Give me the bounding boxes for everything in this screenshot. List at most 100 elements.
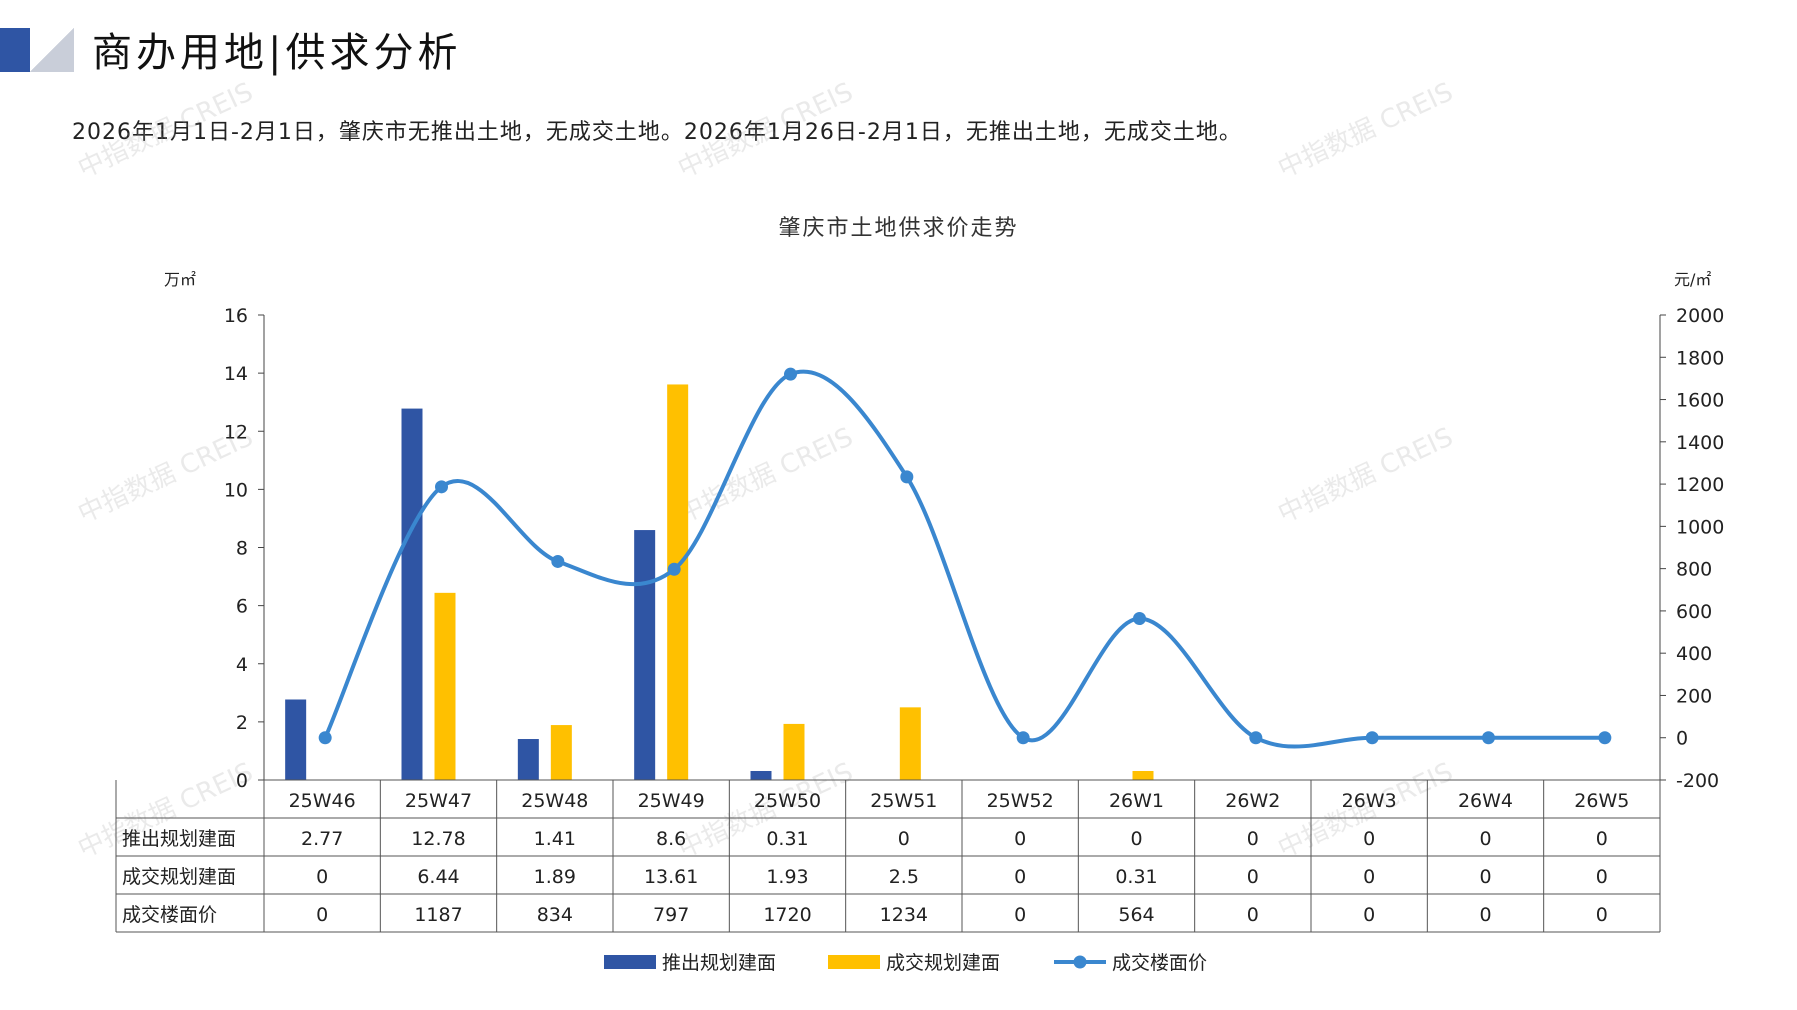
right-axis-tick-label: 1400 (1676, 432, 1724, 454)
price-line (323, 369, 1605, 749)
price-point (667, 562, 681, 576)
table-cell: 0 (1596, 828, 1608, 850)
table-cell: 834 (537, 904, 573, 926)
left-axis-tick-label: 2 (236, 712, 248, 734)
page-title: 商办用地|供求分析 (92, 30, 462, 76)
header-bar (0, 28, 1797, 72)
table-cell: 12.78 (411, 828, 465, 850)
x-category-label: 25W47 (405, 790, 472, 812)
right-axis-tick-label: 400 (1676, 643, 1712, 665)
supply-bar (750, 770, 772, 780)
header-accent-block (0, 28, 30, 72)
price-point (318, 731, 332, 745)
x-category-label: 26W2 (1225, 790, 1280, 812)
table-cell: 1.41 (534, 828, 576, 850)
right-axis-tick-label: 600 (1676, 601, 1712, 623)
table-cell: 2.5 (889, 866, 919, 888)
table-cell: 1720 (763, 904, 811, 926)
table-cell: 0 (1363, 866, 1375, 888)
table-cell: 0.31 (766, 828, 808, 850)
left-axis-tick-label: 8 (236, 538, 248, 560)
deal-bar (667, 384, 689, 780)
right-axis-tick-label: 0 (1676, 728, 1688, 750)
supply-bar (401, 408, 423, 780)
left-axis-tick-label: 14 (224, 363, 248, 385)
legend-price-label: 成交楼面价 (1112, 952, 1207, 974)
deal-bar (1132, 770, 1154, 780)
x-category-label: 25W50 (754, 790, 821, 812)
table-cell: 0 (1130, 828, 1142, 850)
left-axis-tick-label: 0 (236, 770, 248, 792)
chart-title: 肇庆市土地供求价走势 (778, 216, 1019, 241)
table-row-label: 成交楼面价 (122, 904, 217, 926)
table-cell: 0 (1014, 904, 1026, 926)
table-cell: 0 (316, 904, 328, 926)
x-category-label: 26W5 (1574, 790, 1629, 812)
x-category-label: 25W48 (521, 790, 588, 812)
x-category-label: 25W49 (638, 790, 705, 812)
summary-text: 2026年1月1日-2月1日，肇庆市无推出土地，无成交土地。2026年1月26日… (72, 120, 1242, 145)
left-axis-tick-label: 4 (236, 654, 248, 676)
table-cell: 564 (1118, 904, 1154, 926)
table-cell: 6.44 (417, 866, 459, 888)
right-axis-tick-label: -200 (1676, 770, 1719, 792)
table-cell: 8.6 (656, 828, 686, 850)
x-category-label: 25W51 (870, 790, 937, 812)
price-point (551, 554, 565, 568)
table-row-label: 推出规划建面 (122, 828, 236, 850)
table-cell: 1.93 (766, 866, 808, 888)
right-axis-tick-label: 1000 (1676, 516, 1724, 538)
table-cell: 1234 (880, 904, 928, 926)
legend-deal-swatch (828, 955, 880, 969)
table-cell: 0 (1596, 904, 1608, 926)
table-cell: 0 (1363, 828, 1375, 850)
table-cell: 0 (1479, 904, 1491, 926)
right-axis-tick-label: 1200 (1676, 474, 1724, 496)
table-cell: 0 (898, 828, 910, 850)
supply-bar (634, 530, 656, 780)
legend-supply-label: 推出规划建面 (662, 952, 776, 974)
x-category-label: 26W3 (1342, 790, 1397, 812)
table-cell: 0 (1247, 828, 1259, 850)
table-cell: 0 (1596, 866, 1608, 888)
deal-bar (899, 707, 921, 780)
price-point (435, 480, 448, 494)
table-row-label: 成交规划建面 (122, 866, 236, 888)
x-category-label: 26W4 (1458, 790, 1513, 812)
table-cell: 797 (653, 904, 689, 926)
price-point (1598, 731, 1612, 745)
legend-supply-swatch (604, 955, 656, 969)
right-axis-tick-label: 1600 (1676, 390, 1724, 412)
table-cell: 0 (1247, 866, 1259, 888)
table-cell: 0 (1363, 904, 1375, 926)
table-cell: 0 (1014, 866, 1026, 888)
price-point (784, 367, 797, 381)
deal-bar (550, 725, 572, 780)
table-cell: 0 (316, 866, 328, 888)
left-axis-tick-label: 12 (224, 421, 248, 443)
deal-bar (434, 592, 456, 780)
table-cell: 13.61 (644, 866, 698, 888)
table-cell: 0 (1479, 866, 1491, 888)
supply-bar (517, 739, 539, 780)
table-cell: 0 (1479, 828, 1491, 850)
table-cell: 2.77 (301, 828, 343, 850)
table-cell: 1.89 (534, 866, 576, 888)
right-axis-tick-label: 2000 (1676, 305, 1724, 327)
price-point (1016, 731, 1030, 745)
legend-price-marker (1073, 955, 1087, 969)
price-point (1482, 731, 1495, 745)
left-axis-tick-label: 6 (236, 596, 248, 618)
right-axis-tick-label: 200 (1676, 685, 1712, 707)
left-axis-tick-label: 16 (224, 305, 248, 327)
right-axis-tick-label: 1800 (1676, 347, 1724, 369)
left-axis-unit: 万㎡ (164, 270, 197, 289)
price-point (1249, 731, 1263, 745)
price-point (1365, 731, 1379, 745)
table-cell: 0.31 (1115, 866, 1157, 888)
price-point (900, 470, 914, 484)
right-axis-tick-label: 800 (1676, 559, 1712, 581)
right-axis-unit: 元/㎡ (1674, 270, 1712, 289)
table-cell: 0 (1247, 904, 1259, 926)
